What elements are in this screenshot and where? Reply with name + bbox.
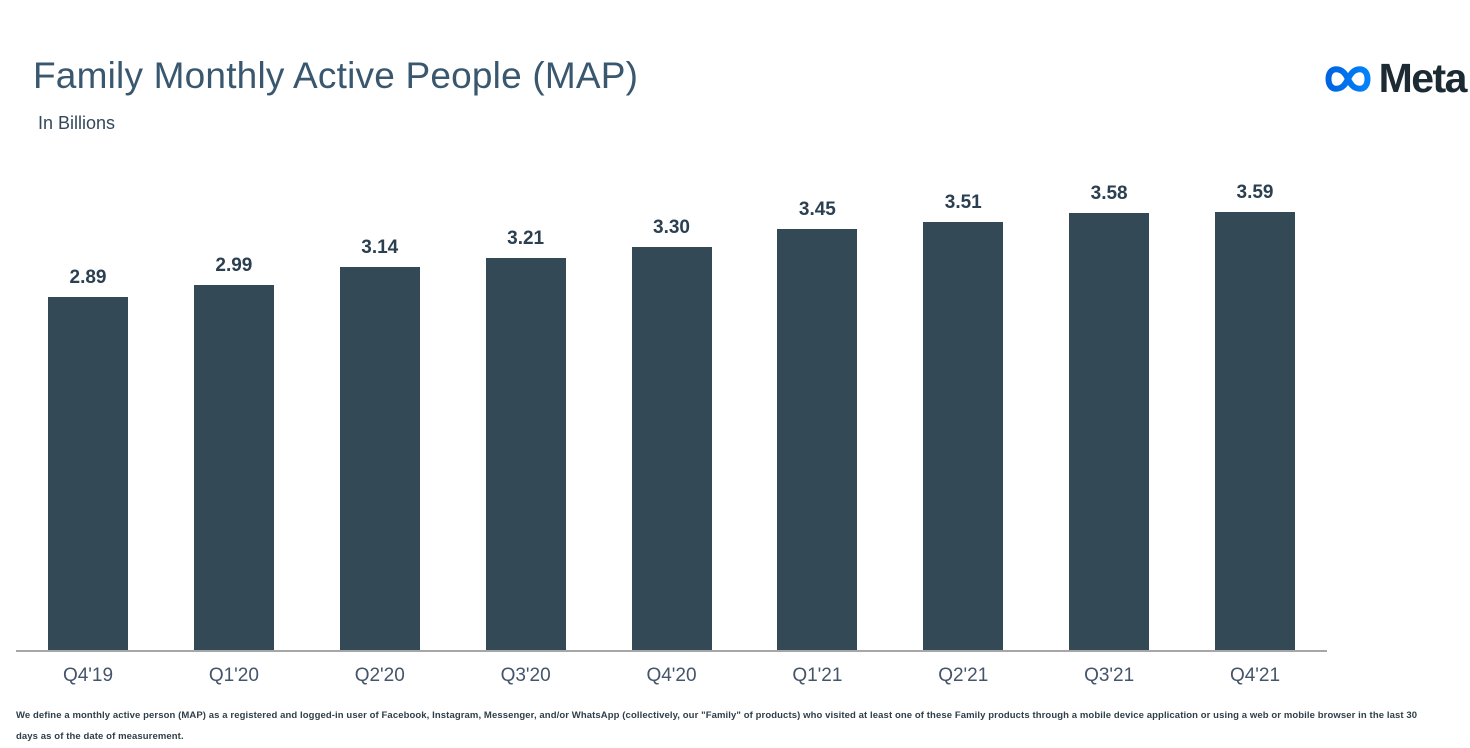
meta-infinity-icon [1321,60,1375,98]
bar-value-label: 3.58 [1090,183,1128,204]
x-axis-label: Q1'21 [792,665,843,686]
bar-value-label: 3.45 [798,199,836,220]
bar [339,267,420,650]
bar-value-label: 2.99 [215,255,253,276]
bar-group: 3.14 [339,237,420,650]
bar-group: 3.45 [777,199,858,650]
bar [485,258,566,650]
bar [777,229,858,650]
bar-value-label: 2.89 [69,267,107,288]
chart-units-subtitle: In Billions [38,113,116,133]
bar-group: 3.58 [1069,183,1150,650]
meta-logo: Meta [1321,55,1468,101]
bar [1215,212,1295,650]
page-title: Family Monthly Active People (MAP) [33,55,639,96]
bar [1069,213,1150,650]
bar [923,222,1004,650]
bar-group: 2.99 [193,255,274,650]
x-axis-label: Q4'20 [646,665,697,686]
x-axis-label: Q4'19 [62,665,114,686]
bar [193,285,274,650]
bar-group: 3.51 [923,192,1004,650]
bar [48,297,128,650]
x-axis-label: Q4'21 [1229,665,1281,686]
bars-row: 2.89 2.99 3.14 3.21 3.30 3.45 3.51 3.58 3.59 [16,182,1327,650]
x-axis-label: Q2'21 [938,665,989,686]
bar-value-label: 3.21 [507,228,545,249]
bar-chart: 2.89 2.99 3.14 3.21 3.30 3.45 3.51 3.58 3.59 Q4'… [16,182,1327,687]
bar-group: 3.30 [631,217,712,650]
bar [631,247,712,650]
bar-group: 2.89 [48,267,128,650]
x-axis-label: Q1'20 [208,665,259,686]
bar-value-label: 3.30 [653,217,690,238]
footnote: We define a monthly active person (MAP) … [16,710,1418,742]
bar-group: 3.21 [485,228,566,650]
bar-group: 3.59 [1215,182,1295,650]
meta-wordmark: Meta [1378,55,1468,101]
bar-value-label: 3.59 [1236,182,1274,203]
x-axis-row: Q4'19 Q1'20 Q2'20 Q3'20 Q4'20 Q1'21 Q2'21 Q3'21… [16,665,1327,687]
bar-value-label: 3.14 [361,237,399,258]
x-axis-label: Q2'20 [354,665,405,686]
x-axis-label: Q3'21 [1084,665,1135,686]
x-axis-label: Q3'20 [500,665,551,686]
x-axis-line [16,650,1327,652]
bar-value-label: 3.51 [944,192,982,213]
